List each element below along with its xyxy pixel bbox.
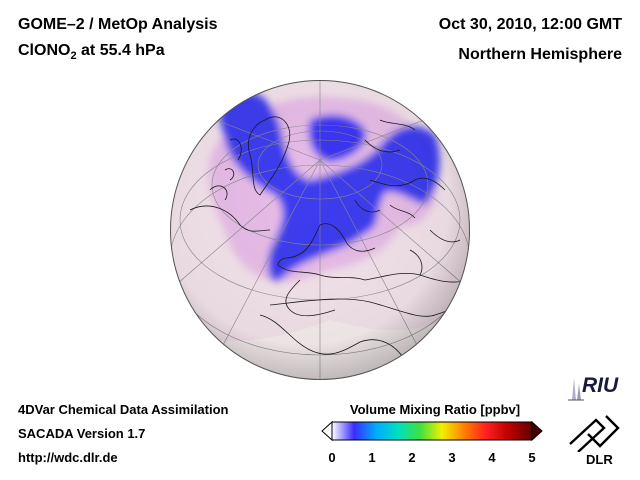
colorbar-tick-2: 2 [408,450,416,465]
globe-map [170,80,470,380]
dlr-logo-icon [569,415,620,452]
riu-logo-icon [568,378,584,401]
species-name: ClONO [18,42,71,59]
colorbar-tick-1: 1 [368,450,376,465]
colorbar [321,420,543,442]
colorbar-max-arrow [531,420,543,442]
footer-method: 4DVar Chemical Data Assimilation [18,402,229,417]
colorbar-title: Volume Mixing Ratio [ppbv] [349,402,521,417]
map-subtitle: ClONO2 at 55.4 hPa [18,42,165,62]
dlr-logo-text: DLR [586,452,613,467]
colorbar-tick-3: 3 [448,450,456,465]
colorbar-tick-5: 5 [528,450,536,465]
analysis-date: Oct 30, 2010, 12:00 GMT [438,16,622,33]
footer-url[interactable]: http://wdc.dlr.de [18,450,118,465]
footer-version: SACADA Version 1.7 [18,426,146,441]
map-title: GOME–2 / MetOp Analysis [18,16,218,33]
species-subscript: 2 [70,50,77,63]
colorbar-min-arrow [321,420,333,442]
region-label: Northern Hemisphere [458,46,622,63]
riu-logo-text: RIU [582,374,619,397]
colorbar-tick-0: 0 [328,450,336,465]
colorbar-gradient [331,421,533,441]
pressure-level: at 55.4 hPa [76,42,165,59]
colorbar-tick-4: 4 [488,450,496,465]
